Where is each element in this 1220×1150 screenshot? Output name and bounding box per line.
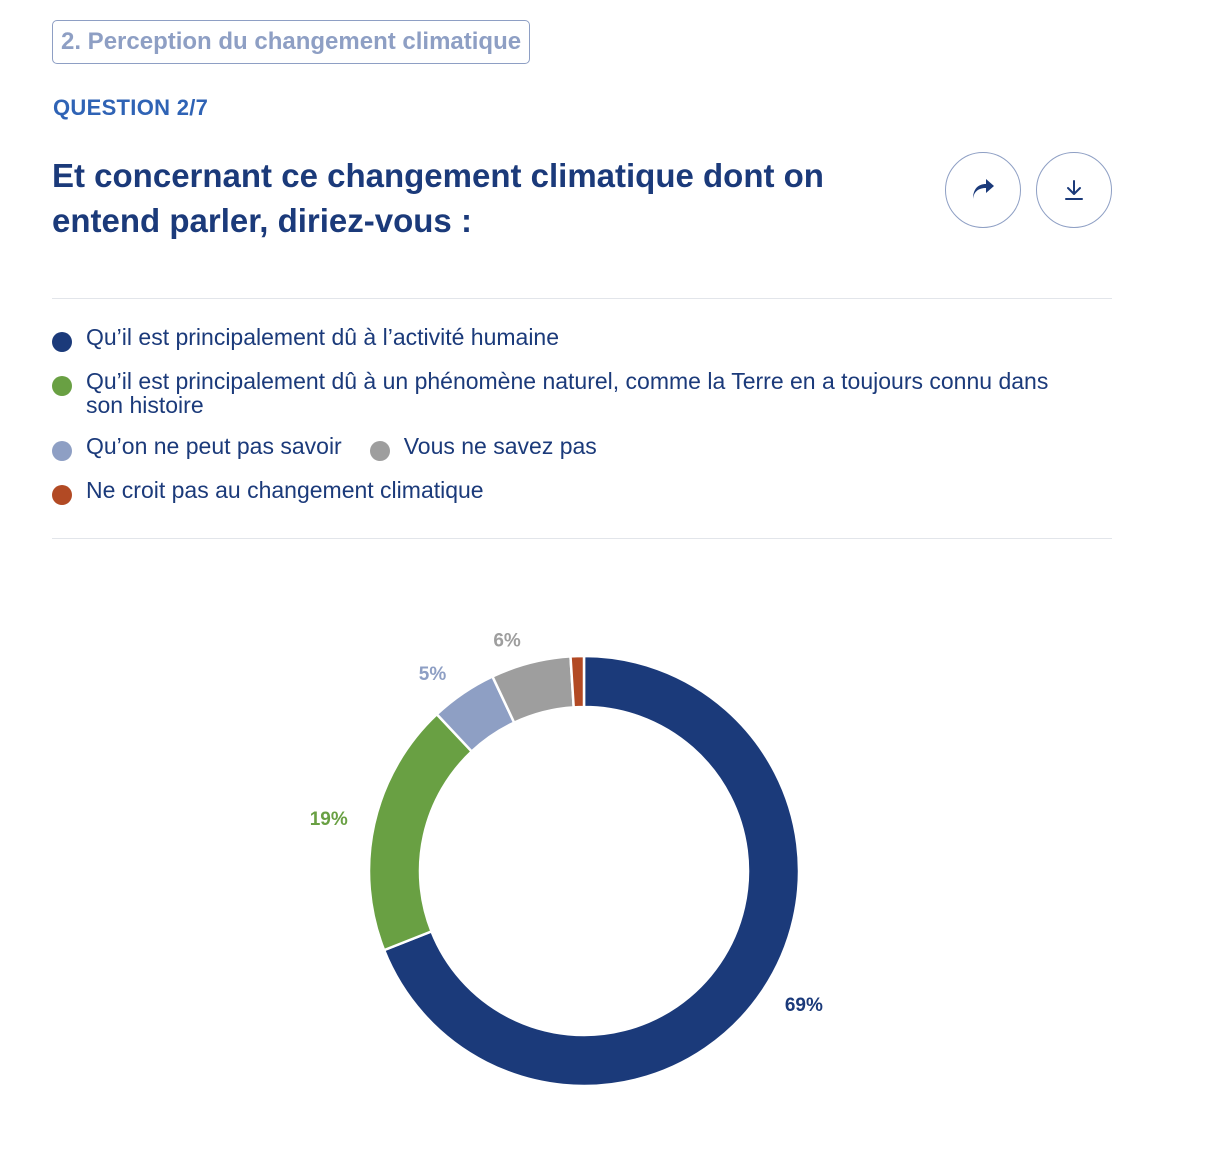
legend-label: Qu’il est principalement dû à un phénomè… [86,368,1049,418]
donut-slice-0[interactable] [382,654,801,1088]
legend-item-natural[interactable]: Qu’il est principalement dû à un phénomè… [52,369,1084,417]
legend-dot [52,441,72,461]
question-number: QUESTION 2/7 [53,95,209,120]
legend-dot [369,441,390,461]
share-arrow-icon [973,179,994,199]
slice-label-0: 69% [785,995,823,1016]
legend-dot [52,376,72,396]
legend-dot [52,485,72,505]
divider-top [52,298,1112,299]
slice-label-3: 6% [493,630,521,651]
slice-label-2: 5% [419,664,447,685]
legend-label: Qu’il est principalement dû à l’activité… [86,324,560,350]
share-button[interactable] [945,152,1021,228]
slice-label-1: 19% [310,809,348,830]
section-tag: 2. Perception du changement climatique [52,20,531,64]
legend-label: Qu’on ne peut pas savoir [86,433,342,459]
download-icon [1065,180,1083,200]
legend-item-cannot-know[interactable]: Qu’on ne peut pas savoir [52,434,342,461]
divider-bottom [52,538,1112,539]
legend-label: Vous ne savez pas [403,433,597,459]
legend-dot [52,332,72,352]
legend-item-dont-know[interactable]: Vous ne savez pas [369,433,597,461]
legend-item-no-belief[interactable]: Ne croit pas au changement climatique [52,478,484,505]
donut-slice-4[interactable] [569,654,586,709]
chart-legend: Qu’il est principalement dû à l’activité… [52,325,1112,522]
legend-label: Ne croit pas au changement climatique [86,477,484,503]
donut-chart: 69% 19% 5% 6% [310,630,823,1088]
download-button[interactable] [1036,152,1112,228]
legend-item-human[interactable]: Qu’il est principalement dû à l’activité… [52,325,559,352]
donut-slice-1[interactable] [367,712,474,952]
question-title: Et concernant ce changement climatique d… [52,157,824,239]
